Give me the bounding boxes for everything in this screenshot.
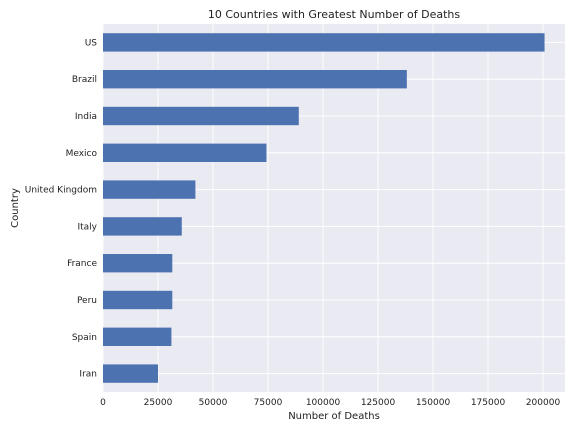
x-tick-label: 100000: [306, 398, 341, 408]
bar-peru: [103, 290, 173, 310]
bar-spain: [103, 327, 172, 346]
x-tick-label: 0: [100, 398, 106, 408]
y-tick-label: Italy: [77, 222, 97, 232]
x-tick-label: 50000: [199, 398, 228, 408]
y-axis-label: Country: [10, 188, 21, 228]
x-tick-label: 150000: [416, 398, 451, 408]
x-tick-label: 125000: [361, 398, 396, 408]
x-tick-label: 25000: [144, 398, 173, 408]
bar-iran: [103, 364, 158, 383]
bar-france: [103, 254, 173, 273]
bar-us: [103, 33, 545, 52]
y-tick-label: United Kingdom: [25, 186, 97, 196]
x-tick-label: 175000: [471, 398, 506, 408]
y-tick-label: Peru: [77, 296, 97, 306]
y-tick-label: US: [85, 38, 98, 48]
x-tick-label: 200000: [526, 398, 561, 408]
bar-united-kingdom: [103, 180, 196, 199]
x-tick-label: 75000: [254, 398, 283, 408]
y-tick-label: India: [75, 112, 97, 122]
y-tick-labels: US Brazil India Mexico United Kingdom Italy Fr…: [25, 38, 98, 379]
y-tick-label: Spain: [72, 333, 97, 343]
bars: [103, 33, 545, 383]
y-tick-label: Iran: [79, 370, 97, 380]
bar-india: [103, 106, 299, 126]
x-axis-label: Number of Deaths: [288, 411, 380, 422]
bar-mexico: [103, 143, 267, 162]
y-tick-label: Mexico: [66, 149, 98, 159]
bar-italy: [103, 217, 182, 236]
bar-brazil: [103, 70, 407, 89]
y-tick-label: France: [67, 259, 97, 269]
chart-title: 10 Countries with Greatest Number of Dea…: [208, 8, 461, 21]
y-tick-label: Brazil: [72, 75, 97, 85]
x-tick-labels: 0 25000 50000 75000 100000 125000 150000 175000…: [100, 398, 560, 408]
